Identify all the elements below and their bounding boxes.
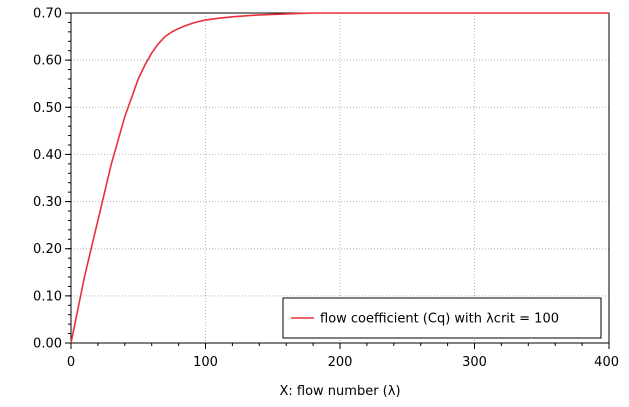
x-tick-label: 400 (594, 355, 619, 370)
y-tick-label: 0.70 (33, 7, 62, 22)
series-layer (70, 12, 609, 344)
y-tick-label: 0.60 (33, 54, 62, 69)
x-axis-title: X: flow number (λ) (279, 384, 400, 399)
y-tick-label: 0.10 (33, 289, 62, 304)
x-tick-label: 300 (462, 355, 487, 370)
ticks-layer: 0.00 0.10 0.20 0.30 0.40 0.50 0.60 0.70 0 100 200 3… (33, 7, 619, 371)
x-tick-label: 0 (67, 355, 75, 370)
grid-layer (71, 13, 609, 343)
legend-label: flow coefficient (Cq) with λcrit = 100 (320, 312, 559, 327)
legend-box (282, 297, 602, 339)
y-tick-label: 0.00 (33, 337, 62, 352)
y-tick-label: 0.50 (33, 101, 62, 116)
y-tick-label: 0.20 (33, 242, 62, 257)
y-tick-label: 0.40 (33, 148, 62, 163)
x-tick-label: 100 (193, 355, 218, 370)
legend: flow coefficient (Cq) with λcrit = 100 (282, 297, 602, 339)
series-line (70, 12, 609, 344)
x-tick-label: 200 (328, 355, 353, 370)
y-tick-label: 0.30 (33, 195, 62, 210)
